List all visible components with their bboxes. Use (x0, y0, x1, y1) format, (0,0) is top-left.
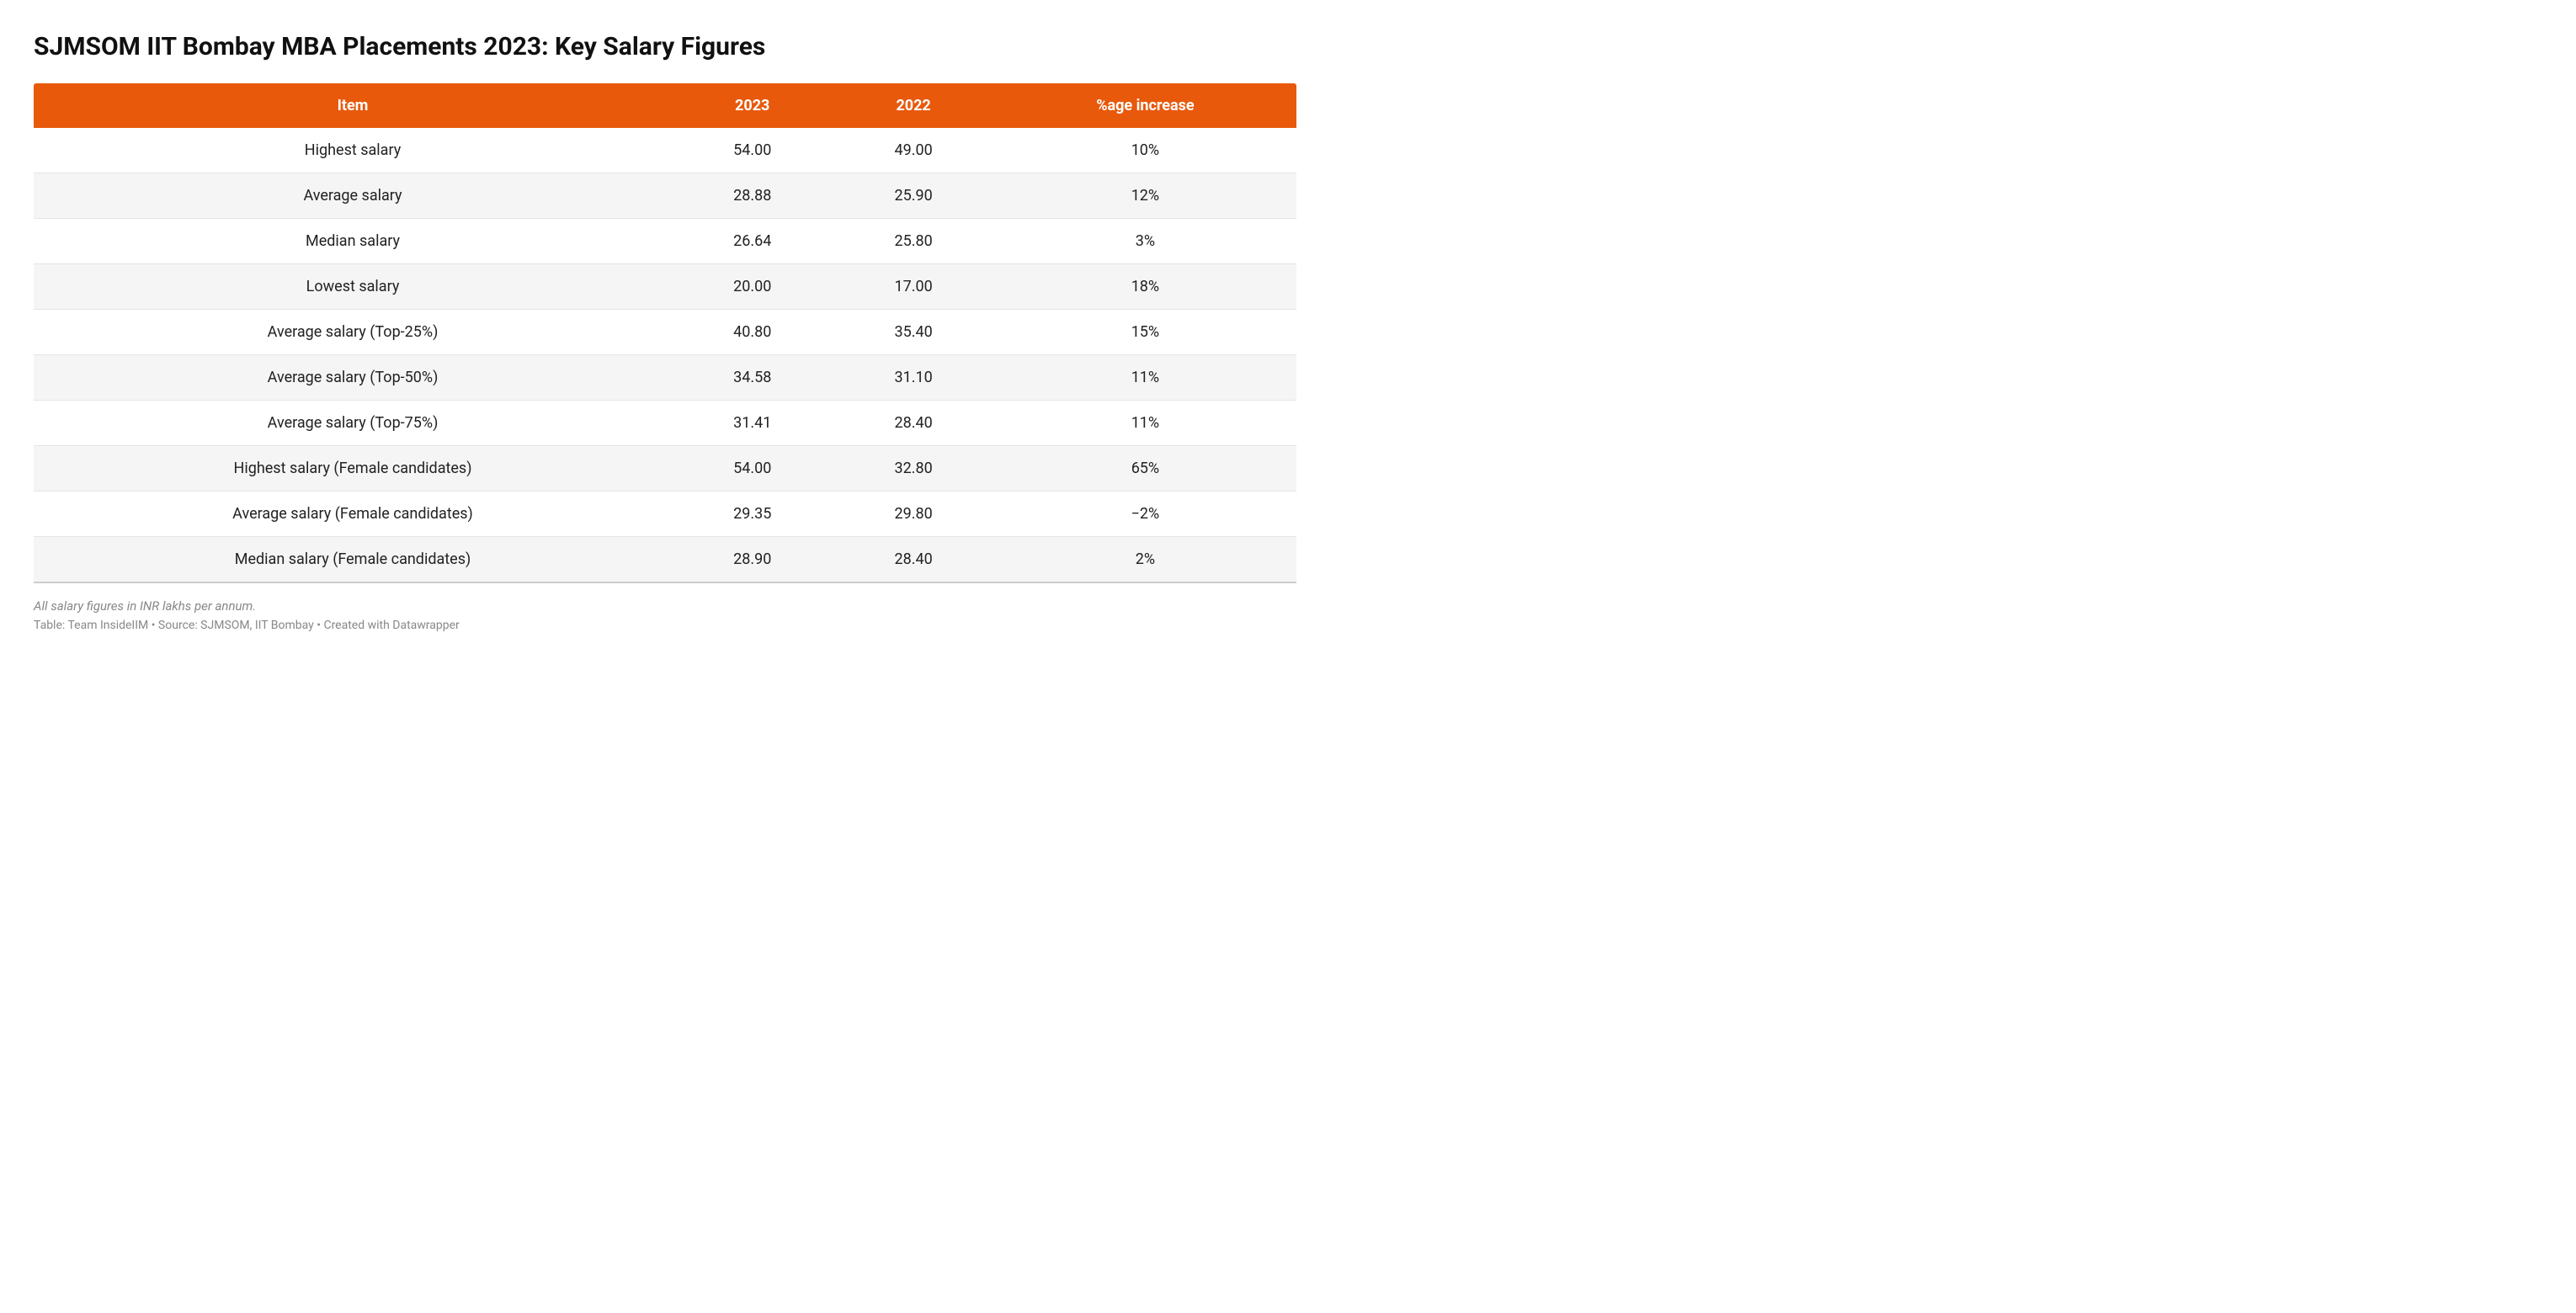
cell-pct: 65% (994, 446, 1296, 492)
cell-item: Average salary (Female candidates) (34, 492, 672, 537)
cell-pct: 11% (994, 355, 1296, 401)
table-row: Median salary (Female candidates) 28.90 … (34, 537, 1296, 583)
cell-2023: 29.35 (672, 492, 833, 537)
cell-pct: −2% (994, 492, 1296, 537)
page-title: SJMSOM IIT Bombay MBA Placements 2023: K… (34, 30, 1296, 63)
cell-2022: 25.90 (833, 173, 993, 219)
cell-item: Average salary (34, 173, 672, 219)
cell-pct: 3% (994, 219, 1296, 264)
cell-2023: 31.41 (672, 401, 833, 446)
col-header-pct: %age increase (994, 83, 1296, 128)
cell-item: Median salary (Female candidates) (34, 537, 672, 583)
table-row: Lowest salary 20.00 17.00 18% (34, 264, 1296, 310)
cell-2022: 28.40 (833, 537, 993, 583)
col-header-2023: 2023 (672, 83, 833, 128)
table-body: Highest salary 54.00 49.00 10% Average s… (34, 128, 1296, 582)
table-row: Average salary (Top-50%) 34.58 31.10 11% (34, 355, 1296, 401)
cell-item: Highest salary (34, 128, 672, 173)
cell-pct: 15% (994, 310, 1296, 355)
credit-text: Table: Team InsideIIM • Source: SJMSOM, … (34, 619, 1296, 632)
cell-pct: 11% (994, 401, 1296, 446)
salary-table: Item 2023 2022 %age increase Highest sal… (34, 83, 1296, 583)
cell-pct: 10% (994, 128, 1296, 173)
cell-2022: 25.80 (833, 219, 993, 264)
cell-item: Highest salary (Female candidates) (34, 446, 672, 492)
table-header-row: Item 2023 2022 %age increase (34, 83, 1296, 128)
cell-item: Average salary (Top-75%) (34, 401, 672, 446)
cell-2023: 28.90 (672, 537, 833, 583)
cell-item: Median salary (34, 219, 672, 264)
cell-pct: 12% (994, 173, 1296, 219)
table-row: Highest salary (Female candidates) 54.00… (34, 446, 1296, 492)
cell-pct: 18% (994, 264, 1296, 310)
cell-item: Average salary (Top-25%) (34, 310, 672, 355)
table-row: Average salary (Top-25%) 40.80 35.40 15% (34, 310, 1296, 355)
cell-2022: 31.10 (833, 355, 993, 401)
cell-2022: 32.80 (833, 446, 993, 492)
table-row: Average salary (Top-75%) 31.41 28.40 11% (34, 401, 1296, 446)
cell-2023: 34.58 (672, 355, 833, 401)
footnote-text: All salary figures in INR lakhs per annu… (34, 598, 1296, 614)
cell-pct: 2% (994, 537, 1296, 583)
cell-2022: 28.40 (833, 401, 993, 446)
col-header-item: Item (34, 83, 672, 128)
cell-2022: 17.00 (833, 264, 993, 310)
cell-2023: 40.80 (672, 310, 833, 355)
col-header-2022: 2022 (833, 83, 993, 128)
cell-2023: 54.00 (672, 128, 833, 173)
cell-item: Lowest salary (34, 264, 672, 310)
cell-2023: 54.00 (672, 446, 833, 492)
table-container: SJMSOM IIT Bombay MBA Placements 2023: K… (0, 0, 1330, 662)
cell-2022: 29.80 (833, 492, 993, 537)
cell-2022: 35.40 (833, 310, 993, 355)
table-row: Median salary 26.64 25.80 3% (34, 219, 1296, 264)
table-row: Average salary (Female candidates) 29.35… (34, 492, 1296, 537)
cell-2023: 26.64 (672, 219, 833, 264)
cell-2023: 20.00 (672, 264, 833, 310)
cell-item: Average salary (Top-50%) (34, 355, 672, 401)
cell-2022: 49.00 (833, 128, 993, 173)
table-row: Highest salary 54.00 49.00 10% (34, 128, 1296, 173)
table-row: Average salary 28.88 25.90 12% (34, 173, 1296, 219)
cell-2023: 28.88 (672, 173, 833, 219)
